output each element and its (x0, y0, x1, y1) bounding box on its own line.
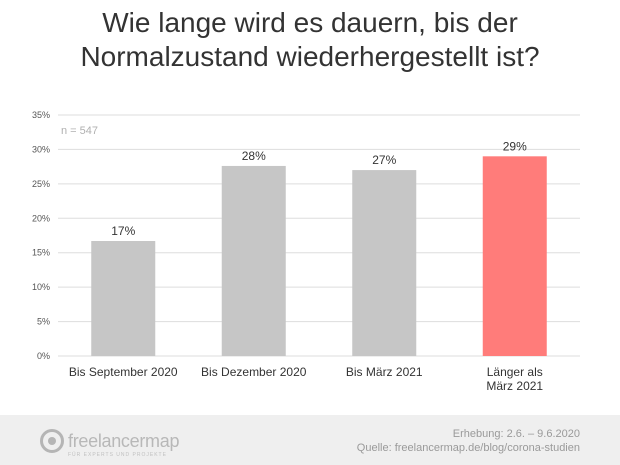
y-tick-label: 5% (37, 317, 50, 327)
footer: freelancermap FÜR EXPERTS UND PROJEKTE E… (0, 415, 620, 465)
survey-period: Erhebung: 2.6. – 9.6.2020 (452, 428, 580, 440)
bar (352, 170, 417, 356)
chart-title-line-1: Wie lange wird es dauern, bis der (102, 7, 518, 38)
footer-source-info: Erhebung: 2.6. – 9.6.2020 Quelle: freela… (357, 427, 580, 455)
y-tick-label: 20% (32, 213, 50, 223)
data-label: 27% (372, 153, 396, 167)
data-label: 28% (242, 149, 266, 163)
x-category-label: Bis Dezember 2020 (201, 365, 307, 379)
chart-title-line-2: Normalzustand wiederhergestellt ist? (80, 41, 540, 72)
data-label: 29% (503, 139, 527, 153)
data-label: 17% (111, 224, 135, 238)
chart-title: Wie lange wird es dauern, bis der Normal… (0, 6, 620, 74)
x-category-label: Länger als (487, 365, 543, 379)
y-tick-label: 10% (32, 282, 50, 292)
y-tick-label: 25% (32, 179, 50, 189)
source-link[interactable]: Quelle: freelancermap.de/blog/corona-stu… (356, 442, 580, 454)
y-tick-label: 15% (32, 248, 50, 258)
logo-tagline: FÜR EXPERTS UND PROJEKTE (68, 452, 167, 458)
logo-icon (40, 429, 64, 453)
freelancermap-logo[interactable]: freelancermap (40, 429, 179, 453)
x-category-label: Bis März 2021 (346, 365, 423, 379)
bar-chart: 0% 5% 10% 15% 20% 25% 30% 35% n = 547 17% Bis Sept… (32, 110, 580, 393)
sample-size-annotation: n = 547 (61, 125, 98, 137)
x-category-label: Bis September 2020 (69, 365, 178, 379)
y-tick-label: 0% (37, 351, 50, 361)
x-category-label: März 2021 (486, 379, 543, 393)
logo-text: freelancermap (68, 430, 180, 451)
y-tick-label: 35% (32, 110, 50, 120)
y-tick-label: 30% (32, 144, 50, 154)
bar (482, 156, 547, 356)
bar (91, 241, 156, 356)
bar (221, 165, 286, 356)
